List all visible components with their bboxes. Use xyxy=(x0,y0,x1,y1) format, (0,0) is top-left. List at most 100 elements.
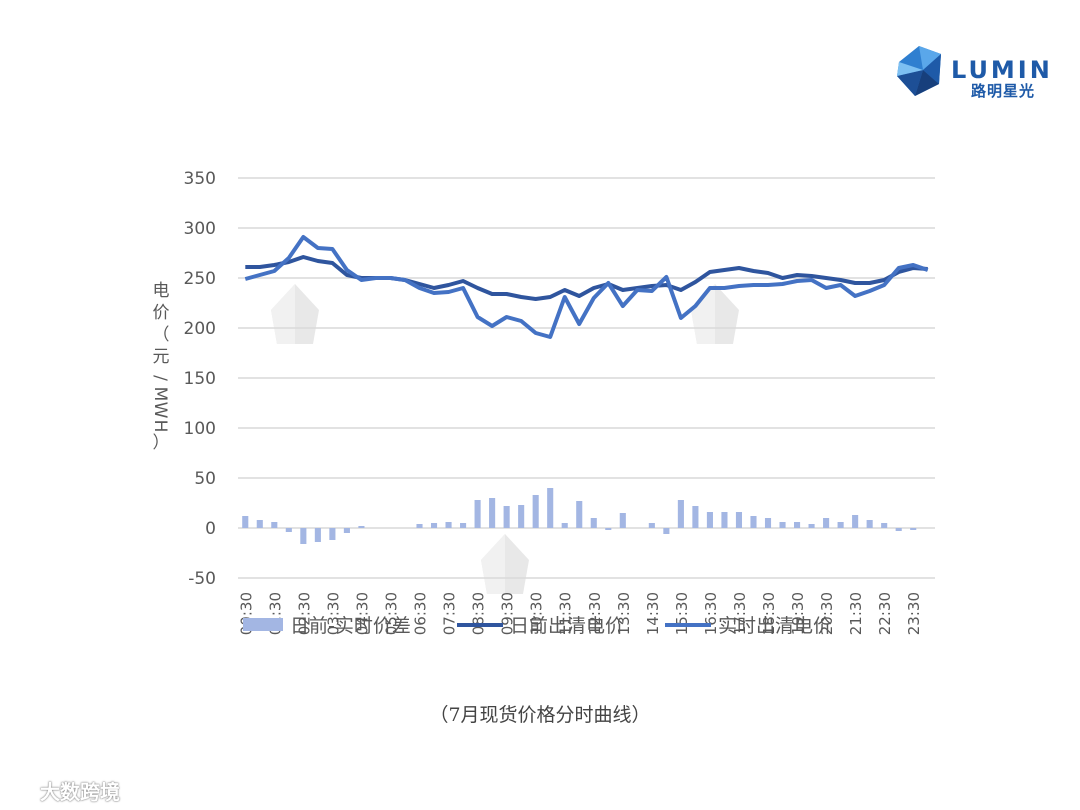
bar xyxy=(605,528,612,530)
watermark-shape xyxy=(271,284,295,344)
x-tick-label: 15:30 xyxy=(673,592,691,635)
bar xyxy=(343,528,350,533)
legend-label: 日前-实时价差 xyxy=(290,615,411,637)
x-tick-label: 05:30 xyxy=(382,592,400,635)
figure-caption: （7月现货价格分时曲线） xyxy=(429,704,651,726)
x-tick-label: 23:30 xyxy=(905,592,923,635)
y-label-char: （ xyxy=(153,325,170,345)
x-tick-label: 09:30 xyxy=(499,592,517,635)
y-label-char: M xyxy=(150,387,170,402)
x-tick-label: 03:30 xyxy=(324,592,342,635)
bar xyxy=(489,498,496,528)
y-label-char: 电 xyxy=(153,281,170,301)
watermark-emblem xyxy=(481,534,529,594)
brand-logo: LUMIN 路明星光 xyxy=(893,44,1050,100)
bar xyxy=(866,520,873,528)
watermark-emblem xyxy=(691,284,739,344)
bar xyxy=(619,513,626,528)
bar xyxy=(358,526,365,528)
y-tick-label: 50 xyxy=(194,469,216,489)
y-tick-label: 0 xyxy=(205,519,216,539)
bar xyxy=(706,512,713,528)
bar xyxy=(764,518,772,528)
bar xyxy=(460,523,467,528)
x-tick-label: 14:30 xyxy=(644,592,662,635)
watermark-shape xyxy=(691,284,715,344)
bar xyxy=(242,516,249,528)
bar xyxy=(779,522,786,528)
bar xyxy=(576,501,583,528)
bar xyxy=(692,506,699,528)
brand-name-cn: 路明星光 xyxy=(971,82,1036,100)
bar xyxy=(503,506,510,528)
bar xyxy=(474,500,481,528)
y-label-char: ） xyxy=(153,433,170,453)
bar xyxy=(648,523,655,528)
y-label-char: W xyxy=(150,402,170,419)
bar xyxy=(256,520,263,528)
y-tick-label: 200 xyxy=(184,319,216,339)
y-axis-ticks: -50 0 50 100 150 200 250 300 350 xyxy=(184,169,216,589)
corner-watermark-text: 大数跨境 xyxy=(40,780,120,804)
x-tick-label: 11:30 xyxy=(557,592,575,635)
series-line xyxy=(244,235,929,339)
line-series xyxy=(244,235,929,339)
bar xyxy=(663,528,670,534)
bar xyxy=(808,524,815,528)
x-tick-label: 13:30 xyxy=(615,592,633,635)
y-label-char: H xyxy=(150,420,170,433)
y-tick-label: -50 xyxy=(188,569,216,589)
bar xyxy=(329,528,336,540)
brand-name-en: LUMIN xyxy=(951,56,1053,84)
bar xyxy=(271,522,278,528)
y-tick-label: 300 xyxy=(184,219,216,239)
y-tick-label: 100 xyxy=(184,419,216,439)
watermark-emblem xyxy=(271,284,319,344)
x-axis-ticks: 00:30 01:30 02:30 03:30 04:30 05:30 06:30 07:30… xyxy=(237,592,923,635)
bar xyxy=(300,528,307,544)
y-label-char: 元 xyxy=(153,347,170,367)
x-tick-label: 20:30 xyxy=(818,592,836,635)
x-tick-label: 07:30 xyxy=(441,592,459,635)
grid-lines xyxy=(238,177,935,579)
watermark-shape xyxy=(271,284,319,344)
bar xyxy=(735,512,743,528)
watermark-shape xyxy=(481,534,529,594)
x-tick-label: 02:30 xyxy=(295,592,313,635)
y-tick-label: 350 xyxy=(184,169,216,189)
y-axis-label: 电价（元 / MWH） xyxy=(150,281,170,453)
bar xyxy=(532,495,539,528)
x-tick-label: 08:30 xyxy=(470,592,488,635)
bar xyxy=(837,522,844,528)
x-tick-label: 10:30 xyxy=(528,592,546,635)
x-tick-label: 06:30 xyxy=(412,592,430,635)
bar xyxy=(445,522,452,528)
y-label-char: / xyxy=(150,375,170,381)
y-label-char: 价 xyxy=(153,303,170,323)
bar xyxy=(590,518,597,528)
bar xyxy=(430,523,438,528)
brand-logo-icon xyxy=(897,46,941,96)
x-tick-label: 21:30 xyxy=(847,592,865,635)
bar xyxy=(895,528,902,531)
x-tick-label: 22:30 xyxy=(876,592,894,635)
y-tick-label: 250 xyxy=(184,269,216,289)
legend-label: 日前出清电价 xyxy=(510,615,624,637)
bar xyxy=(314,528,321,542)
x-tick-label: 04:30 xyxy=(353,592,371,635)
legend-label: 实时出清电价 xyxy=(718,615,832,637)
x-tick-label: 18:30 xyxy=(760,592,778,635)
bar xyxy=(794,522,801,528)
bar xyxy=(823,518,830,528)
bar xyxy=(677,500,684,528)
bar xyxy=(416,524,423,528)
legend-swatch xyxy=(243,618,283,631)
bar xyxy=(910,528,917,530)
x-tick-label: 17:30 xyxy=(731,592,749,635)
bar xyxy=(721,512,728,528)
bar xyxy=(518,505,525,528)
x-tick-label: 12:30 xyxy=(586,592,604,635)
watermark-layer xyxy=(271,284,739,594)
bar xyxy=(561,523,568,528)
